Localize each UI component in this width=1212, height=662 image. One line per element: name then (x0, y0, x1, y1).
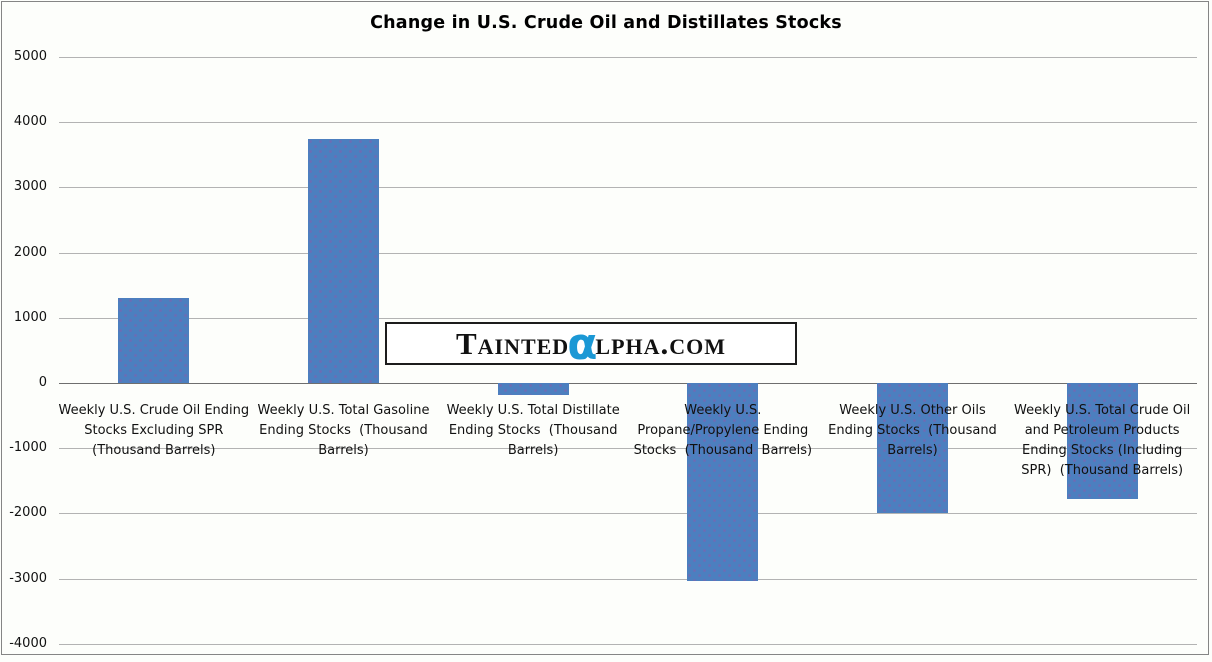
category-label-line: Weekly U.S. Total Gasoline (257, 403, 430, 418)
y-axis-tick-label: -4000 (9, 635, 47, 651)
category-label-0: Weekly U.S. Crude Oil Ending Stocks Exclu… (54, 401, 254, 461)
category-label-line: Ending Stocks (Thousand (259, 423, 428, 438)
bar-series-4 (877, 383, 948, 514)
y-axis-tick-label: 3000 (13, 179, 47, 195)
y-axis-tick-label: 1000 (13, 309, 47, 325)
category-label-line: SPR) (Thousand Barrels) (1021, 463, 1184, 478)
category-label-line: Propane/Propylene Ending (637, 423, 809, 438)
category-label-line: Weekly U.S. Total Crude Oil (1014, 403, 1191, 418)
gridline (59, 643, 1197, 645)
bar-series-2 (497, 383, 569, 395)
category-label-line: and Petroleum Products (1024, 423, 1180, 438)
gridline (59, 317, 1197, 319)
gridline (59, 122, 1197, 124)
gridline (59, 187, 1197, 189)
bar-series-1 (308, 139, 379, 383)
category-label-line: Weekly U.S. Crude Oil Ending (58, 403, 250, 418)
bar-series-3 (687, 383, 759, 581)
y-axis-tick-label: 5000 (13, 49, 47, 64)
category-label-4: Weekly U.S. Other Oils Ending Stocks (Tho… (813, 401, 1013, 461)
category-label-1: Weekly U.S. Total Gasoline Ending Stocks … (244, 401, 444, 461)
category-label-line: Ending Stocks (Thousand (828, 423, 997, 438)
zero-axis-line (59, 383, 1197, 384)
y-axis-tick-label: 0 (38, 375, 47, 390)
gridline (59, 578, 1197, 580)
y-axis-tick-label: -1000 (9, 440, 47, 456)
bar-series-0 (118, 297, 190, 383)
gridline (59, 448, 1197, 450)
category-label-line: Weekly U.S. Total Distillate (446, 403, 620, 418)
y-axis-tick-label: -3000 (9, 570, 47, 586)
category-label-line: Barrels) (887, 443, 938, 458)
gridline (59, 252, 1197, 254)
chart-title: Change in U.S. Crude Oil and Distillates… (370, 13, 842, 33)
category-label-line: Barrels) (507, 443, 559, 458)
watermark-text-left: Tainted (455, 326, 570, 361)
category-label-line: Stocks (Thousand Barrels) (633, 443, 813, 458)
watermark-alpha-glyph: α (567, 318, 598, 370)
category-label-line: Weekly U.S. Other Oils (839, 403, 986, 418)
category-label-5: Weekly U.S. Total Crude Oil and Petroleum… (1002, 401, 1202, 481)
y-axis-tick-label: -2000 (9, 505, 47, 521)
category-label-line: Ending Stocks (Thousand (448, 423, 618, 438)
category-label-3: Weekly U.S. Propane/Propylene Ending Stock… (623, 401, 823, 461)
category-label-line: Ending Stocks (Including (1021, 443, 1183, 458)
watermark-text-right: lpha.com (595, 326, 727, 361)
category-label-2: Weekly U.S. Total Distillate Ending Stock… (433, 401, 633, 461)
bar-series-5 (1066, 383, 1138, 500)
y-axis-tick-label: 4000 (13, 114, 47, 130)
category-label-line: (Thousand Barrels) (92, 443, 216, 458)
category-label-line: Weekly U.S. (684, 403, 762, 418)
gridline (59, 57, 1197, 58)
watermark-box: Tainted α lpha.com (385, 318, 797, 370)
y-axis-tick-label: 2000 (13, 244, 47, 260)
category-label-line: Barrels) (318, 443, 369, 458)
category-label-line: Stocks Excluding SPR (84, 423, 224, 438)
gridline (59, 513, 1197, 515)
